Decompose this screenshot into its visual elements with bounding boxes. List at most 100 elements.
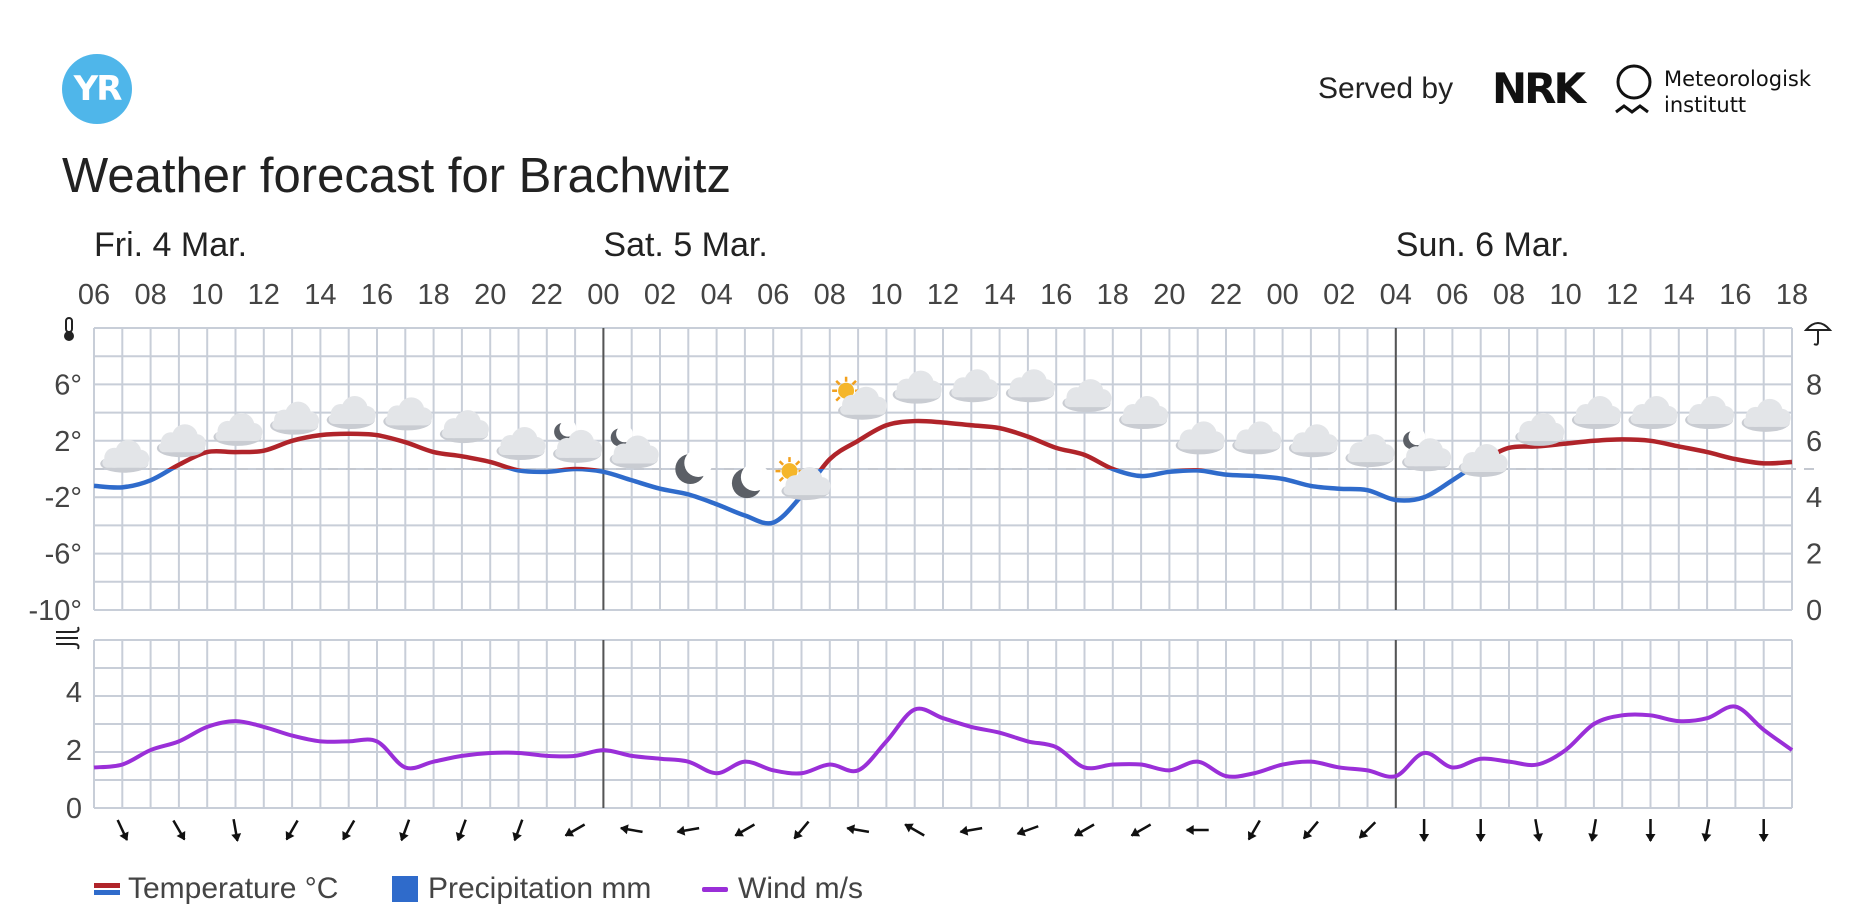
precipitation-swatch bbox=[392, 876, 418, 902]
legend-wind: Wind m/s bbox=[702, 872, 863, 906]
cloudy-icon bbox=[1288, 424, 1338, 458]
hour-tick-label: 14 bbox=[1663, 279, 1695, 311]
wind-direction-arrow bbox=[1247, 819, 1261, 841]
hour-tick-label: 10 bbox=[191, 279, 223, 311]
hour-tick-label: 14 bbox=[304, 279, 336, 311]
wind-direction-arrow bbox=[455, 819, 467, 842]
hour-tick-label: 08 bbox=[1493, 279, 1525, 311]
cloudy-icon bbox=[1232, 421, 1282, 455]
wind-icon bbox=[56, 626, 80, 650]
wind-direction-arrow bbox=[959, 825, 983, 836]
hour-tick-label: 18 bbox=[1097, 279, 1129, 311]
hour-tick-label: 06 bbox=[78, 279, 110, 311]
wind-direction-arrow bbox=[1358, 821, 1377, 839]
hour-tick-label: 16 bbox=[1719, 279, 1751, 311]
wind-line bbox=[93, 704, 1794, 779]
hour-tick-label: 22 bbox=[1210, 279, 1242, 311]
wind-direction-arrow bbox=[1130, 823, 1152, 837]
wind-swatch bbox=[702, 886, 728, 892]
temperature-tick-label: -2° bbox=[45, 482, 82, 514]
cloudy-icon bbox=[156, 424, 206, 458]
wind-direction-arrow bbox=[1758, 819, 1769, 842]
yr-logo[interactable]: YR bbox=[62, 54, 132, 124]
wind-direction-arrow bbox=[1419, 819, 1430, 842]
wind-direction-arrow bbox=[512, 819, 524, 842]
hour-tick-label: 02 bbox=[1323, 279, 1355, 311]
legend-temperature-label: Temperature °C bbox=[128, 872, 339, 905]
hour-tick-label: 12 bbox=[248, 279, 280, 311]
wind-direction-arrow bbox=[1302, 820, 1319, 840]
cloudy-icon bbox=[1345, 434, 1395, 468]
hour-tick-label: 06 bbox=[757, 279, 789, 311]
hour-tick-label: 06 bbox=[1436, 279, 1468, 311]
page-title: Weather forecast for Brachwitz bbox=[62, 149, 732, 203]
wind-direction-arrow bbox=[1645, 819, 1656, 842]
wind-direction-arrow bbox=[1475, 819, 1486, 842]
hour-tick-label: 00 bbox=[587, 279, 619, 311]
cloudy-icon bbox=[1571, 396, 1621, 430]
thermometer-icon bbox=[64, 317, 74, 341]
wind-direction-arrow bbox=[793, 820, 810, 840]
legend-wind-label: Wind m/s bbox=[738, 872, 864, 905]
wind-direction-arrow bbox=[116, 819, 129, 841]
hour-tick-label: 10 bbox=[1549, 279, 1581, 311]
temperature-tick-label: 6° bbox=[54, 369, 82, 401]
legend-precipitation-label: Precipitation mm bbox=[428, 872, 652, 905]
umbrella-icon bbox=[1803, 322, 1833, 346]
met-institute-icon bbox=[1615, 64, 1652, 114]
wind-direction-arrow bbox=[342, 819, 356, 841]
day-label: Sun. 6 Mar. bbox=[1396, 226, 1570, 264]
wind-direction-arrow bbox=[846, 824, 870, 835]
met-institute-logo[interactable]: Meteorologisk institutt bbox=[1664, 66, 1811, 118]
temperature-swatch bbox=[94, 883, 120, 895]
legend-temperature: Temperature °C bbox=[94, 872, 338, 906]
met-line1: Meteorologisk bbox=[1664, 67, 1812, 91]
hour-tick-label: 00 bbox=[1266, 279, 1298, 311]
temperature-line-warm bbox=[166, 418, 1793, 469]
cloudy-icon bbox=[1119, 396, 1169, 430]
cloudy-icon bbox=[1062, 379, 1112, 413]
cloudy-icon bbox=[270, 401, 320, 435]
precipitation-tick-label: 8 bbox=[1806, 369, 1822, 401]
hour-tick-label: 22 bbox=[531, 279, 563, 311]
precipitation-tick-label: 4 bbox=[1806, 482, 1822, 514]
forecast-chart: Fri. 4 Mar. Sat. 5 Mar. Sun. 6 Mar.06 08 10 1… bbox=[28, 226, 1833, 842]
cloudy-icon bbox=[892, 370, 942, 404]
wind-direction-arrow bbox=[399, 819, 411, 842]
moon-icon bbox=[731, 463, 769, 499]
wind-direction-arrow bbox=[285, 819, 299, 841]
cloudy-icon bbox=[439, 410, 489, 444]
nrk-logo[interactable]: NRK bbox=[1492, 64, 1586, 113]
hour-tick-label: 10 bbox=[870, 279, 902, 311]
legend-precipitation: Precipitation mm bbox=[392, 872, 651, 906]
partly-cloudy-night-icon bbox=[609, 425, 659, 469]
met-line2: institutt bbox=[1664, 93, 1747, 117]
wind-direction-arrow bbox=[734, 823, 756, 837]
wind-grid bbox=[93, 639, 1793, 809]
wind-tick-label: 0 bbox=[66, 793, 82, 825]
cloudy-icon bbox=[1515, 412, 1565, 446]
cloudy-icon bbox=[949, 369, 999, 403]
hour-tick-label: 04 bbox=[1380, 279, 1412, 311]
wind-direction-arrow bbox=[1074, 823, 1095, 837]
cloudy-icon bbox=[1175, 421, 1225, 455]
hour-tick-label: 20 bbox=[1153, 279, 1185, 311]
temperature-tick-label: -6° bbox=[45, 539, 82, 571]
hour-tick-label: 08 bbox=[134, 279, 166, 311]
cloudy-icon bbox=[1005, 369, 1055, 403]
cloudy-icon bbox=[100, 439, 150, 473]
wind-direction-arrow bbox=[231, 818, 242, 842]
cloudy-icon bbox=[213, 412, 263, 446]
temperature-tick-label: 2° bbox=[54, 426, 82, 458]
hour-tick-label: 12 bbox=[1606, 279, 1638, 311]
partly-cloudy-night-icon bbox=[553, 419, 603, 463]
partly-sunny-icon bbox=[775, 457, 831, 501]
hour-tick-label: 12 bbox=[927, 279, 959, 311]
day-label: Fri. 4 Mar. bbox=[94, 226, 247, 264]
hour-tick-label: 20 bbox=[474, 279, 506, 311]
wind-direction-arrow bbox=[564, 823, 586, 837]
hour-tick-label: 04 bbox=[700, 279, 732, 311]
wind-direction-arrow bbox=[619, 824, 643, 835]
cloudy-icon bbox=[496, 427, 546, 461]
wind-direction-arrow bbox=[676, 825, 700, 836]
